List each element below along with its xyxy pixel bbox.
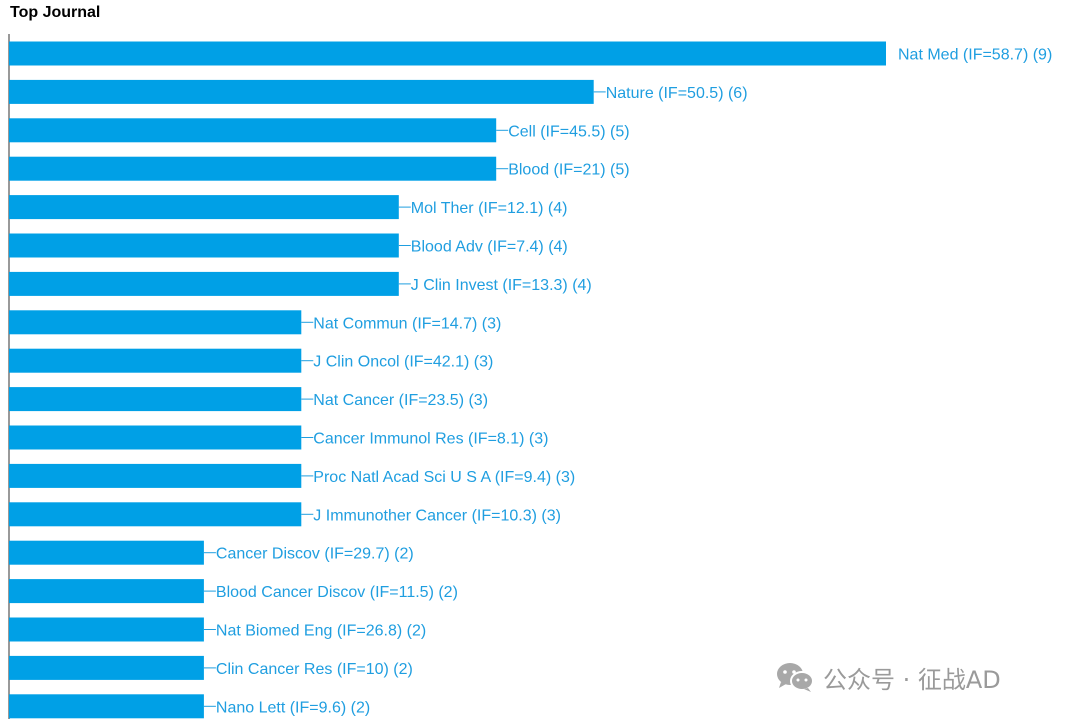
bar-label: Nano Lett (IF=9.6) (2) bbox=[216, 699, 370, 716]
bar bbox=[9, 540, 204, 565]
bar-label: Mol Ther (IF=12.1) (4) bbox=[411, 200, 568, 217]
bar bbox=[9, 271, 399, 296]
bar-label: Nature (IF=50.5) (6) bbox=[606, 85, 748, 102]
bar-label: Cell (IF=45.5) (5) bbox=[508, 123, 629, 140]
bar bbox=[9, 463, 302, 488]
bar bbox=[9, 156, 497, 181]
bar-label: Proc Natl Acad Sci U S A (IF=9.4) (3) bbox=[313, 469, 575, 486]
chart-title: Top Journal bbox=[10, 4, 101, 21]
bar bbox=[9, 233, 399, 258]
watermark-text: 公众号 · 征战AD bbox=[823, 665, 1001, 694]
bar bbox=[9, 41, 886, 66]
bar bbox=[9, 655, 204, 680]
bar-label: Blood Adv (IF=7.4) (4) bbox=[411, 239, 568, 256]
bar-label: J Clin Oncol (IF=42.1) (3) bbox=[313, 354, 493, 371]
bar-label: Nat Biomed Eng (IF=26.8) (2) bbox=[216, 623, 426, 640]
bar-label: Blood (IF=21) (5) bbox=[508, 162, 629, 179]
bar-label: Clin Cancer Res (IF=10) (2) bbox=[216, 661, 413, 678]
bar bbox=[9, 310, 302, 335]
bar bbox=[9, 694, 204, 719]
bar-label: Blood Cancer Discov (IF=11.5) (2) bbox=[216, 584, 458, 601]
bar bbox=[9, 579, 204, 604]
bar bbox=[9, 425, 302, 450]
bar-label: Nat Cancer (IF=23.5) (3) bbox=[313, 392, 488, 409]
bar bbox=[9, 118, 497, 143]
wechat-icon bbox=[777, 663, 814, 692]
bar bbox=[9, 195, 399, 220]
bar bbox=[9, 79, 594, 104]
bar bbox=[9, 502, 302, 527]
bar-label: Nat Commun (IF=14.7) (3) bbox=[313, 315, 501, 332]
bar-label: Cancer Immunol Res (IF=8.1) (3) bbox=[313, 431, 548, 448]
bar bbox=[9, 617, 204, 642]
bar bbox=[9, 387, 302, 412]
bar-label: J Immunother Cancer (IF=10.3) (3) bbox=[313, 507, 561, 524]
bar-label: Cancer Discov (IF=29.7) (2) bbox=[216, 546, 414, 563]
bar bbox=[9, 348, 302, 373]
watermark: 公众号 · 征战AD bbox=[775, 660, 1001, 694]
bar-label: J Clin Invest (IF=13.3) (4) bbox=[411, 277, 592, 294]
bar-label: Nat Med (IF=58.7) (9) bbox=[898, 47, 1052, 64]
